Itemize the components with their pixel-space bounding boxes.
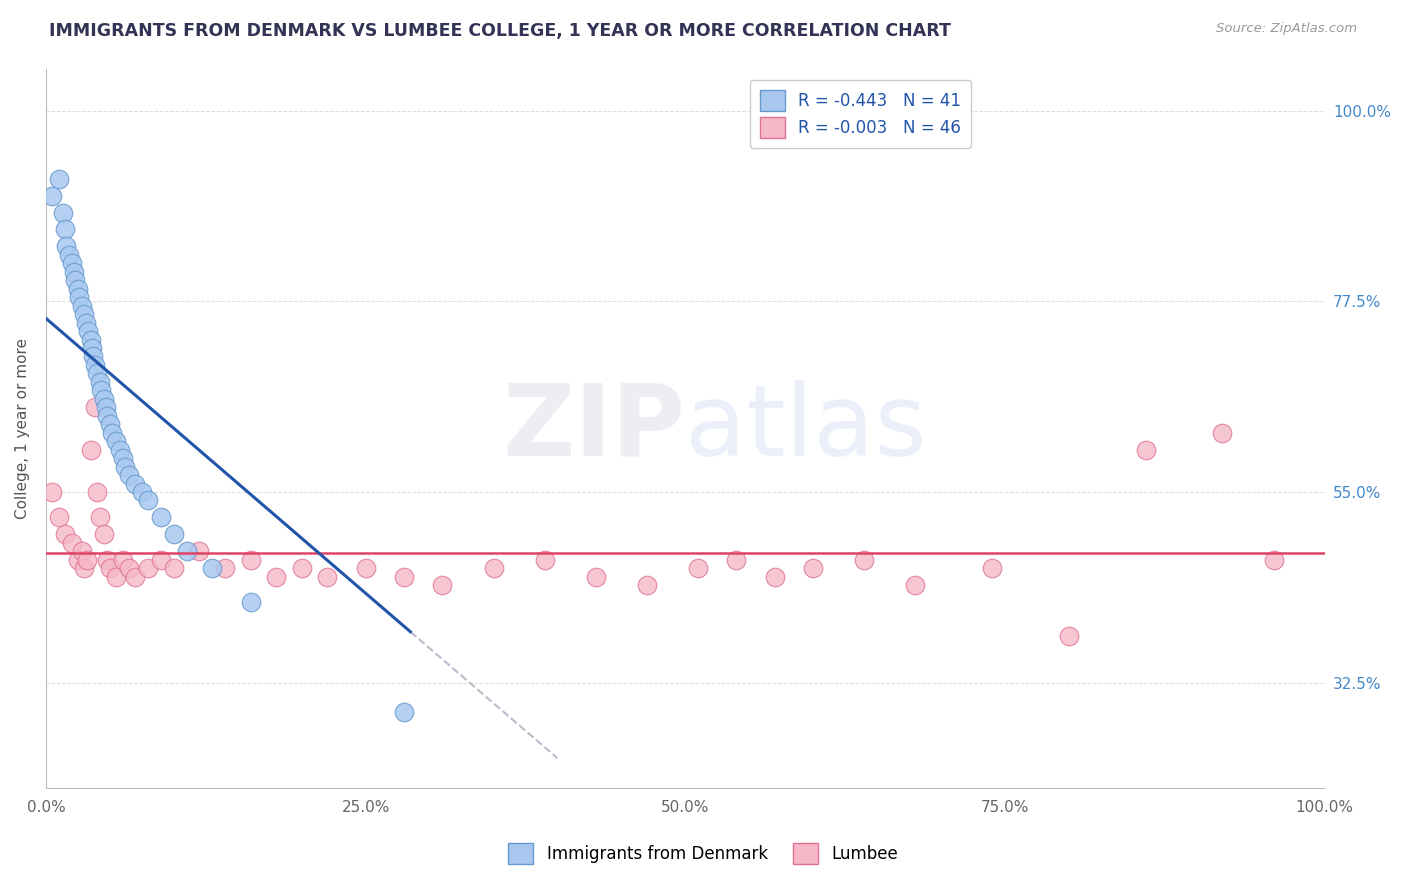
Point: [76, 553, 98, 567]
Point: [801, 561, 824, 575]
Point: [89, 375, 111, 389]
Point: [392, 570, 415, 584]
Point: [136, 493, 159, 508]
Point: [83, 358, 105, 372]
Point: [96, 409, 118, 423]
Text: IMMIGRANTS FROM DENMARK VS LUMBEE COLLEGE, 1 YEAR OR MORE CORRELATION CHART: IMMIGRANTS FROM DENMARK VS LUMBEE COLLEG…: [49, 22, 950, 40]
Point: [163, 527, 186, 541]
Point: [96, 553, 118, 567]
Point: [83, 401, 105, 415]
Point: [1263, 553, 1285, 567]
Point: [48, 510, 70, 524]
Point: [118, 468, 141, 483]
Point: [392, 705, 415, 719]
Point: [82, 350, 104, 364]
Point: [80, 333, 103, 347]
Point: [981, 561, 1004, 575]
Point: [80, 442, 103, 457]
Point: [239, 595, 262, 609]
Point: [58, 248, 80, 262]
Point: [688, 561, 710, 575]
Point: [53, 222, 76, 236]
Point: [86, 367, 108, 381]
Point: [163, 561, 186, 575]
Point: [52, 205, 75, 219]
Point: [853, 553, 876, 567]
Point: [105, 434, 128, 449]
Point: [105, 570, 128, 584]
Point: [41, 188, 63, 202]
Point: [86, 485, 108, 500]
Point: [1135, 442, 1157, 457]
Point: [291, 561, 314, 575]
Point: [114, 459, 136, 474]
Point: [55, 239, 77, 253]
Point: [101, 425, 124, 440]
Point: [67, 290, 90, 304]
Point: [98, 417, 121, 432]
Point: [53, 527, 76, 541]
Point: [432, 578, 454, 592]
Point: [150, 553, 173, 567]
Point: [1211, 425, 1233, 440]
Point: [66, 282, 89, 296]
Point: [124, 476, 146, 491]
Point: [73, 307, 96, 321]
Point: [60, 536, 83, 550]
Point: [63, 265, 86, 279]
Point: [89, 510, 111, 524]
Point: [94, 401, 117, 415]
Point: [214, 561, 236, 575]
Point: [48, 171, 70, 186]
Point: [176, 544, 198, 558]
Point: [73, 561, 96, 575]
Point: [80, 341, 103, 355]
Text: Source: ZipAtlas.com: Source: ZipAtlas.com: [1216, 22, 1357, 36]
Point: [93, 392, 115, 406]
Point: [70, 544, 93, 558]
Point: [354, 561, 377, 575]
Point: [725, 553, 748, 567]
Y-axis label: College, 1 year or more: College, 1 year or more: [15, 338, 30, 519]
Point: [77, 324, 100, 338]
Point: [636, 578, 658, 592]
Point: [150, 510, 173, 524]
Point: [763, 570, 786, 584]
Point: [65, 273, 87, 287]
Point: [108, 442, 131, 457]
Point: [264, 570, 287, 584]
Point: [98, 561, 121, 575]
Point: [41, 485, 63, 500]
Point: [316, 570, 339, 584]
Point: [136, 561, 159, 575]
Point: [533, 553, 555, 567]
Point: [75, 316, 97, 330]
Point: [124, 570, 146, 584]
Legend: R = -0.443   N = 41, R = -0.003   N = 46: R = -0.443 N = 41, R = -0.003 N = 46: [749, 80, 972, 148]
Point: [201, 561, 224, 575]
Point: [904, 578, 927, 592]
Point: [131, 485, 153, 500]
Point: [585, 570, 607, 584]
Text: ZIP: ZIP: [502, 380, 685, 477]
Point: [66, 553, 89, 567]
Point: [118, 561, 141, 575]
Point: [60, 256, 83, 270]
Point: [111, 451, 134, 466]
Point: [239, 553, 262, 567]
Point: [1057, 629, 1080, 643]
Text: atlas: atlas: [685, 380, 927, 477]
Legend: Immigrants from Denmark, Lumbee: Immigrants from Denmark, Lumbee: [502, 837, 904, 871]
Point: [93, 527, 115, 541]
Point: [111, 553, 134, 567]
Point: [188, 544, 211, 558]
Point: [482, 561, 505, 575]
Point: [70, 299, 93, 313]
Point: [90, 384, 112, 398]
